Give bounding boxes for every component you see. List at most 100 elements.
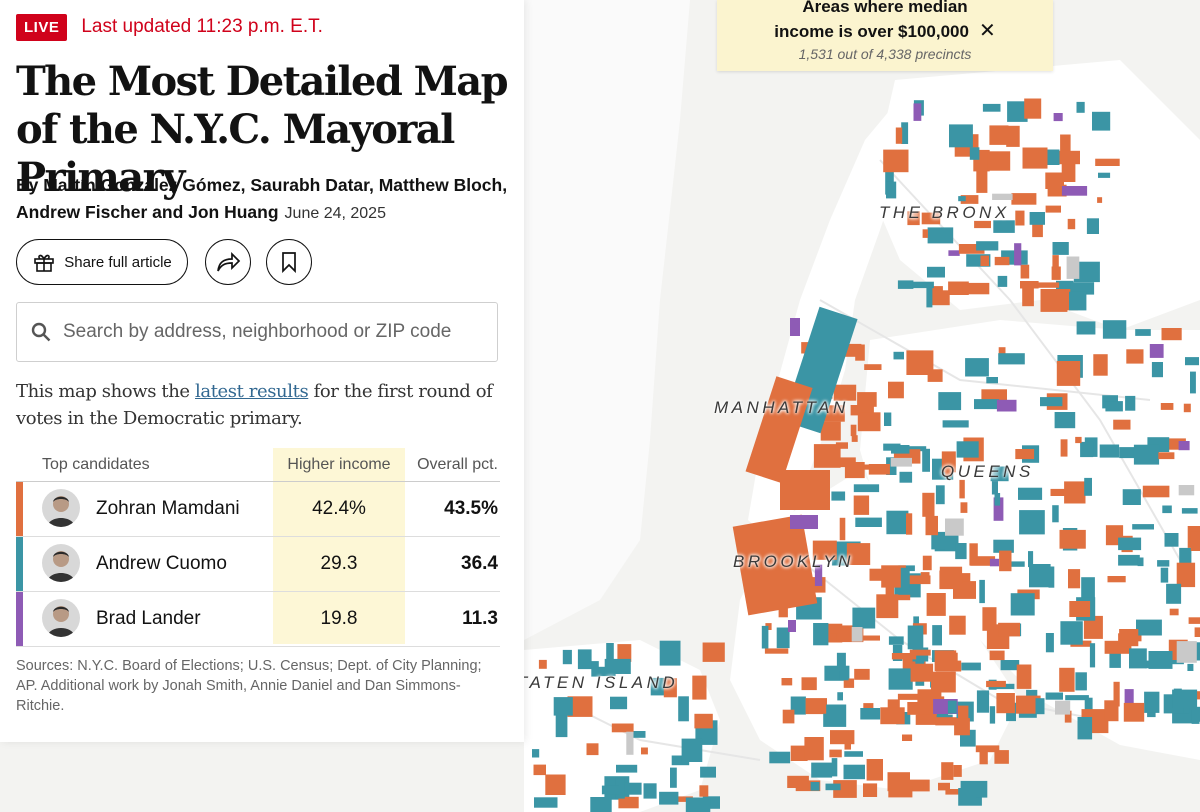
precinct[interactable] [890, 457, 912, 467]
precinct[interactable] [928, 290, 950, 306]
precinct[interactable] [912, 281, 934, 289]
precinct[interactable] [1052, 505, 1059, 523]
precinct[interactable] [534, 797, 558, 808]
precinct[interactable] [998, 353, 1025, 365]
precinct[interactable] [888, 668, 913, 690]
precinct[interactable] [897, 693, 919, 700]
precinct[interactable] [938, 392, 962, 411]
precinct[interactable] [837, 692, 843, 701]
precinct[interactable] [678, 696, 689, 722]
precinct[interactable] [831, 758, 838, 777]
precinct[interactable] [976, 241, 999, 251]
precinct[interactable] [965, 358, 989, 377]
precinct[interactable] [902, 734, 913, 742]
precinct[interactable] [567, 696, 593, 717]
precinct[interactable] [776, 627, 790, 649]
precinct[interactable] [902, 446, 927, 452]
precinct[interactable] [925, 515, 939, 536]
precinct[interactable] [927, 266, 945, 278]
precinct[interactable] [941, 451, 956, 473]
precinct[interactable] [1022, 147, 1048, 169]
precinct[interactable] [601, 785, 620, 795]
precinct[interactable] [1178, 441, 1190, 451]
precinct[interactable] [643, 783, 657, 799]
precinct[interactable] [694, 713, 713, 729]
precinct[interactable] [989, 706, 996, 724]
precinct[interactable] [949, 615, 966, 635]
precinct[interactable] [956, 441, 979, 458]
precinct[interactable] [615, 777, 625, 799]
precinct[interactable] [989, 650, 1005, 661]
precinct[interactable] [994, 493, 1001, 506]
precinct[interactable] [851, 435, 858, 442]
precinct[interactable] [927, 369, 943, 382]
precinct[interactable] [1157, 560, 1170, 567]
precinct[interactable] [974, 220, 991, 229]
precinct[interactable] [1059, 150, 1081, 165]
precinct[interactable] [1070, 282, 1095, 295]
precinct[interactable] [953, 765, 962, 777]
precinct[interactable] [1160, 403, 1174, 410]
precinct[interactable] [1026, 689, 1038, 700]
precinct[interactable] [626, 731, 634, 755]
precinct[interactable] [685, 797, 711, 812]
precinct[interactable] [853, 495, 870, 515]
precinct[interactable] [989, 125, 1009, 145]
precinct[interactable] [790, 745, 808, 761]
precinct[interactable] [1064, 710, 1072, 723]
precinct[interactable] [812, 540, 837, 560]
precinct[interactable] [1029, 212, 1045, 225]
precinct[interactable] [908, 779, 930, 792]
precinct[interactable] [893, 351, 905, 360]
precinct[interactable] [941, 762, 954, 780]
precinct[interactable] [961, 662, 981, 671]
precinct[interactable] [591, 661, 599, 677]
precinct[interactable] [1118, 554, 1140, 566]
precinct[interactable] [990, 466, 1009, 482]
precinct[interactable] [922, 492, 935, 517]
precinct[interactable] [1092, 111, 1111, 131]
precinct[interactable] [825, 783, 841, 791]
precinct[interactable] [839, 667, 849, 681]
precinct[interactable] [883, 149, 909, 173]
precinct[interactable] [1061, 186, 1088, 196]
precinct[interactable] [962, 282, 990, 295]
precinct[interactable] [538, 659, 547, 669]
precinct[interactable] [857, 412, 881, 432]
precinct[interactable] [781, 678, 793, 686]
precinct[interactable] [663, 678, 677, 698]
precinct[interactable] [958, 244, 985, 254]
search-input[interactable] [61, 320, 485, 344]
precinct[interactable] [922, 555, 932, 571]
precinct[interactable] [699, 785, 709, 797]
precinct[interactable] [702, 642, 725, 662]
precinct[interactable] [1132, 524, 1154, 530]
precinct[interactable] [1144, 660, 1151, 669]
precinct[interactable] [958, 705, 969, 721]
precinct[interactable] [1095, 158, 1120, 166]
precinct[interactable] [1020, 281, 1039, 289]
precinct[interactable] [1109, 645, 1121, 668]
precinct[interactable] [1015, 695, 1041, 714]
precinct[interactable] [1159, 438, 1186, 450]
precinct[interactable] [1035, 698, 1045, 715]
precinct[interactable] [1119, 629, 1139, 647]
precinct[interactable] [844, 735, 852, 750]
precinct[interactable] [1118, 537, 1142, 551]
precinct[interactable] [922, 229, 928, 238]
precinct[interactable] [846, 543, 871, 565]
precinct[interactable] [1051, 266, 1061, 280]
precinct[interactable] [533, 764, 547, 776]
precinct[interactable] [1133, 444, 1160, 465]
precinct[interactable] [938, 782, 950, 791]
precinct[interactable] [1104, 700, 1119, 722]
precinct[interactable] [931, 533, 945, 550]
precinct[interactable] [851, 627, 863, 642]
precinct[interactable] [1015, 210, 1025, 226]
precinct[interactable] [1164, 533, 1179, 547]
precinct[interactable] [804, 737, 824, 761]
precinct[interactable] [992, 193, 1013, 200]
precinct[interactable] [1125, 395, 1136, 411]
precinct[interactable] [1099, 444, 1120, 458]
precinct[interactable] [553, 697, 573, 716]
